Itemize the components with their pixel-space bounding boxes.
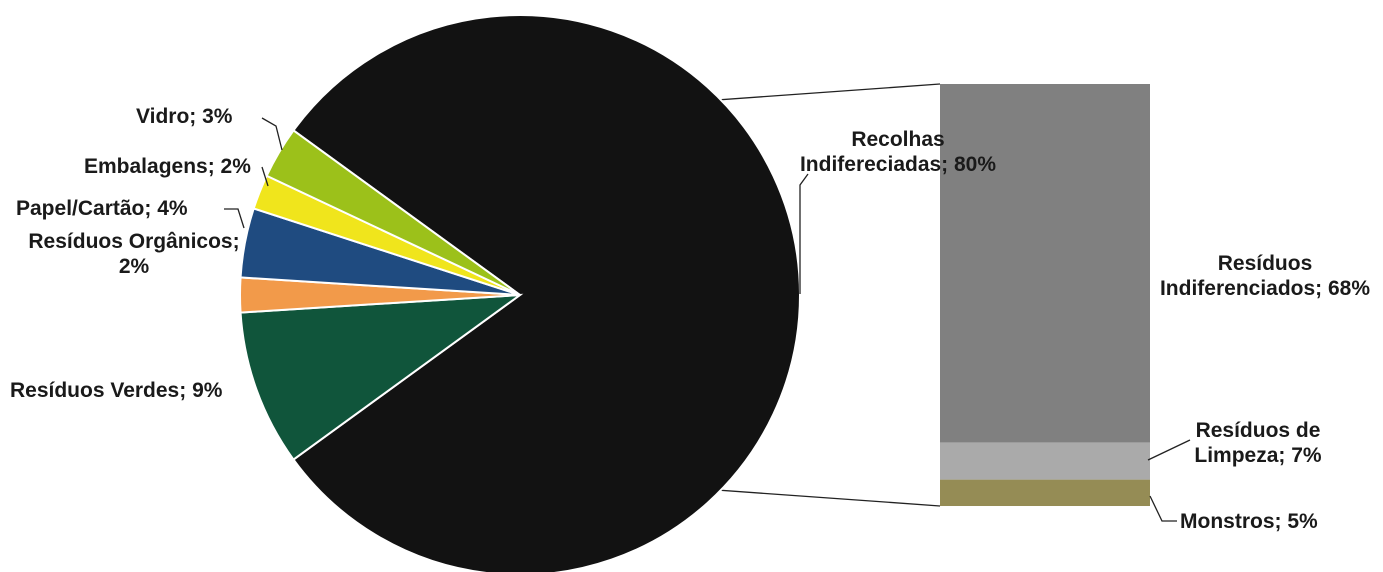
data-label-indiferenciados-line1: Resíduos bbox=[1218, 252, 1313, 275]
data-label-verdes: Resíduos Verdes; 9% bbox=[10, 379, 223, 402]
data-label-limpeza-line1: Resíduos de bbox=[1196, 419, 1321, 442]
leader-line-papel bbox=[224, 208, 245, 229]
pie bbox=[238, 14, 801, 572]
data-label-organicos-line2: 2% bbox=[119, 255, 150, 278]
leader-line-limpeza bbox=[1147, 439, 1191, 461]
data-label-monstros: Monstros; 5% bbox=[1180, 510, 1318, 533]
data-label-limpeza-line2: Limpeza; 7% bbox=[1194, 444, 1322, 467]
data-label-recolhas-line1: Recolhas bbox=[851, 128, 944, 151]
stacked-bar bbox=[940, 84, 1150, 507]
data-label-indiferenciados-line2: Indiferenciados; 68% bbox=[1160, 277, 1370, 300]
data-label-organicos-line1: Resíduos Orgânicos; bbox=[28, 230, 239, 253]
pie-slice-vidro bbox=[265, 129, 521, 296]
data-label-embalagens: Embalagens; 2% bbox=[84, 155, 251, 178]
bar-segment-monstros bbox=[940, 479, 1150, 507]
data-label-vidro: Vidro; 3% bbox=[136, 105, 233, 128]
leader-line-monstros bbox=[1149, 495, 1177, 522]
bar-segment-limpeza bbox=[940, 442, 1150, 480]
pie-slice-verdes bbox=[239, 293, 524, 461]
data-label-papel: Papel/Cartão; 4% bbox=[16, 197, 188, 220]
leader-line-vidro bbox=[261, 117, 283, 151]
leader-line-embalagens bbox=[261, 166, 269, 187]
bar-segment-indiferenciados bbox=[940, 84, 1150, 443]
label-leader-lines bbox=[224, 117, 1191, 522]
leader-line-recolhas bbox=[799, 173, 809, 294]
data-label-recolhas-line2: Indifereciadas; 80% bbox=[800, 153, 996, 176]
pie-slice-recolhas bbox=[292, 14, 801, 572]
